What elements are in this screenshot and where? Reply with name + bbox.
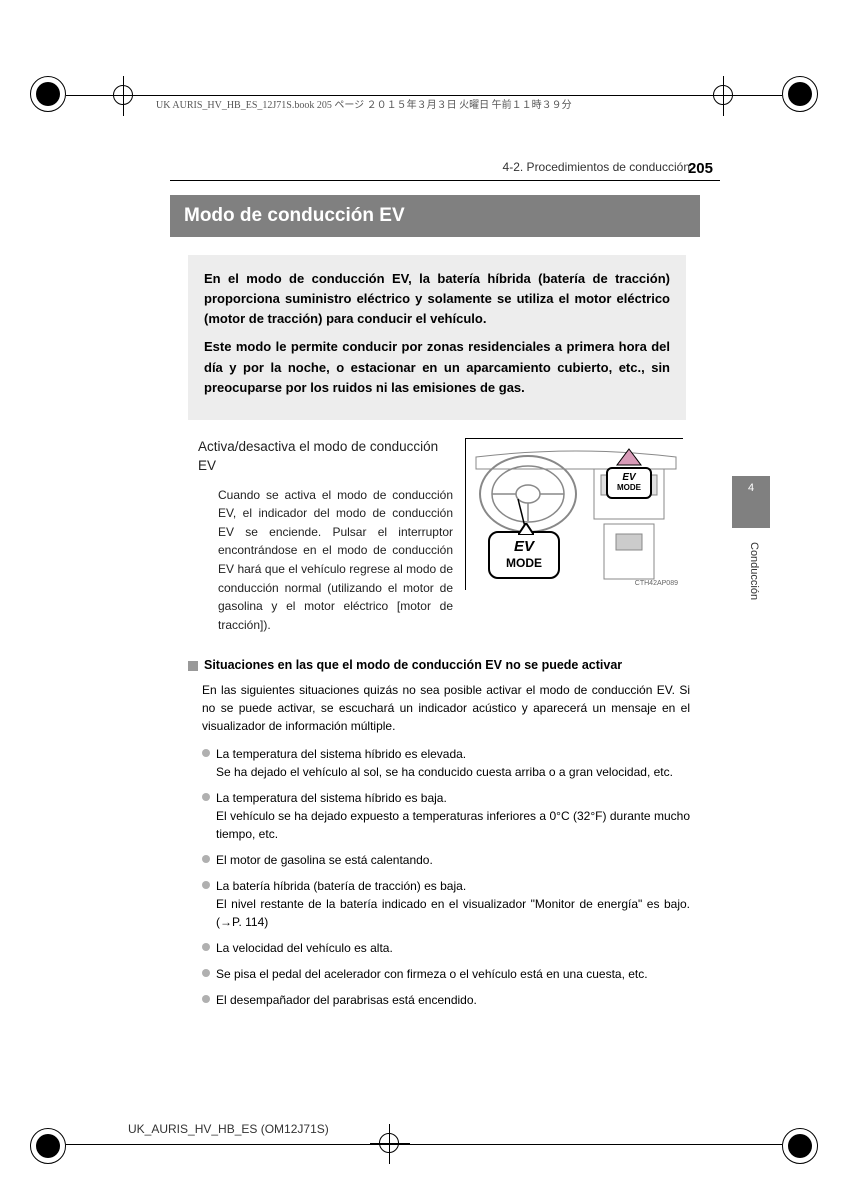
crop-mark-br (782, 1128, 818, 1164)
intro-p1: En el modo de conducción EV, la batería … (204, 269, 670, 329)
list-item: El desempañador del parabrisas está ence… (202, 991, 690, 1009)
notes-section: Situaciones en las que el modo de conduc… (188, 656, 690, 1009)
crop-mark-tr (782, 76, 818, 112)
crop-mark-tl (30, 76, 66, 112)
notes-intro: En las siguientes situaciones quizás no … (202, 681, 690, 735)
notes-title: Situaciones en las que el modo de conduc… (188, 656, 690, 675)
page-number: 205 (688, 160, 713, 177)
list-item: La temperatura del sistema híbrido es el… (202, 745, 690, 781)
list-item: La temperatura del sistema híbrido es ba… (202, 789, 690, 843)
header-meta: UK AURIS_HV_HB_ES_12J71S.book 205 ページ ２０… (156, 96, 572, 111)
chapter-tab: 4 (732, 476, 770, 528)
footer-code: UK_AURIS_HV_HB_ES (OM12J71S) (128, 1122, 329, 1136)
reg-mark-top (104, 76, 144, 116)
square-bullet-icon (188, 661, 198, 671)
crop-mark-bl (30, 1128, 66, 1164)
ev-mode-callout-small: EVMODE (606, 467, 652, 499)
bullet-list: La temperatura del sistema híbrido es el… (202, 745, 690, 1009)
chapter-label: Conducción (748, 542, 760, 600)
intro-box: En el modo de conducción EV, la batería … (188, 255, 686, 420)
subsection: Activa/desactiva el modo de conducción E… (198, 438, 688, 635)
page-content: 4-2. Procedimientos de conducción Modo d… (170, 160, 690, 1017)
footer-rule (66, 1144, 782, 1145)
image-code: CTH42AP089 (635, 580, 678, 587)
notes-title-text: Situaciones en las que el modo de conduc… (204, 658, 622, 672)
subsection-heading: Activa/desactiva el modo de conducción E… (198, 438, 448, 476)
list-item: Se pisa el pedal del acelerador con firm… (202, 965, 690, 983)
section-title: Modo de conducción EV (170, 195, 700, 237)
intro-p2: Este modo le permite conducir por zonas … (204, 337, 670, 397)
list-item: La velocidad del vehículo es alta. (202, 939, 690, 957)
header-separator (170, 180, 720, 181)
ev-mode-callout-large: EVMODE (488, 531, 560, 579)
breadcrumb: 4-2. Procedimientos de conducción (170, 160, 690, 174)
reg-mark-top-r (704, 76, 744, 116)
list-item: La batería híbrida (batería de tracción)… (202, 877, 690, 931)
subsection-body: Cuando se activa el modo de conducción E… (198, 486, 453, 635)
dashboard-diagram: EVMODE EVMODE CTH42AP089 (465, 438, 683, 590)
list-item: El motor de gasolina se está calentando. (202, 851, 690, 869)
